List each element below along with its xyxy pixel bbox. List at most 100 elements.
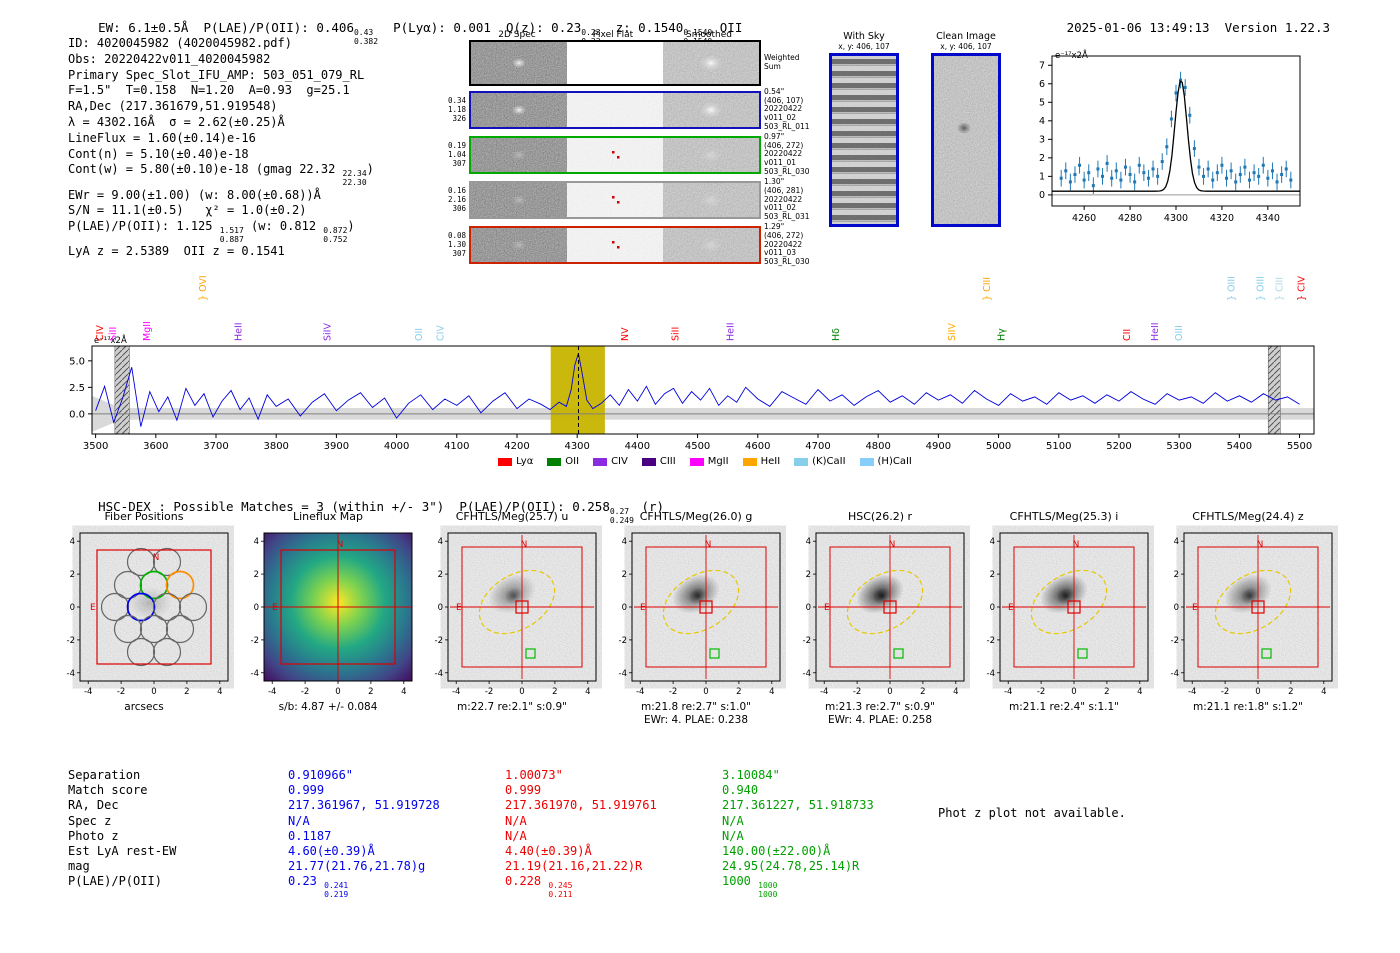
- svg-text:NV: NV: [620, 327, 631, 341]
- svg-text:0: 0: [1174, 603, 1179, 613]
- svg-text:} CIII: } CIII: [1275, 277, 1286, 301]
- svg-text:4: 4: [438, 537, 443, 547]
- with-sky-coords: x, y: 406, 107: [838, 42, 890, 51]
- match-specz-col1: N/A: [288, 813, 310, 828]
- spec2d-header-smoothed: Smoothed: [686, 30, 732, 40]
- plae-uncertainty-stack: 0.43 0.382: [353, 28, 379, 46]
- svg-text:4: 4: [622, 537, 627, 547]
- svg-text:2: 2: [990, 570, 995, 580]
- legend-item: Lyα: [498, 456, 533, 467]
- cutout-axes: -4 -4 -2 -2 0 0 2 2 4 4: [619, 532, 781, 697]
- info-sn-chi2: S/N = 11.1(±0.5) χ² = 1.0(±0.2): [68, 203, 307, 218]
- svg-text:-2: -2: [435, 636, 443, 646]
- cutout-axes: -4 -4 -2 -2 0 0 2 2 4 4: [1171, 532, 1333, 697]
- svg-text:-4: -4: [803, 669, 811, 679]
- header-summary: EW: 6.1±0.5Å P(LAE)/P(OII): 0.406 0.43 0.3…: [68, 5, 742, 61]
- cutout-panel-image-5: CFHTLS/Meg(25.3) i N E -4 -4 -2 -2 0 0 2 2 4 4 m:21.1…: [974, 510, 1154, 727]
- legend-swatch: [689, 457, 704, 466]
- full-spectrum-plot: 3500 3600 3700 3800 3900 4000 4100 4200 4300 4400…: [69, 275, 1315, 452]
- spec2d-header-2dspec: 2D Spec: [498, 30, 536, 40]
- with-sky-image: [832, 56, 896, 224]
- svg-text:-2: -2: [853, 687, 861, 697]
- svg-text:0: 0: [622, 603, 627, 613]
- legend-label: CIII: [659, 456, 676, 467]
- photz-note: Phot z plot not available.: [938, 806, 1126, 820]
- cutout-caption2: EWr: 4. PLAE: 0.238: [643, 714, 749, 726]
- svg-text:E: E: [90, 603, 96, 613]
- cutout-panel-image-6: CFHTLS/Meg(24.4) z N E -4 -4 -2 -2 0 0 2 2 4 4 m:21.1…: [1158, 510, 1338, 727]
- svg-text:-4: -4: [67, 669, 75, 679]
- match-table-row-radec: RA, Dec 217.361967, 51.919728 217.361970, …: [68, 798, 939, 813]
- spec2d-spec-image: [471, 42, 567, 84]
- svg-text:1: 1: [1039, 171, 1045, 182]
- svg-text:6: 6: [1039, 79, 1045, 90]
- svg-text:0: 0: [806, 603, 811, 613]
- spec2d-image-strip: [469, 135, 761, 174]
- info-plae: P(LAE)/P(OII): 1.125 1.517 0.887 (w: 0.81…: [68, 219, 355, 244]
- match-photoz-col2: N/A: [505, 828, 527, 843]
- svg-text:5000: 5000: [986, 441, 1011, 452]
- hsc-matches-heading: HSC-DEX : Possible Matches = 3 (within +…: [68, 484, 664, 540]
- clean-image-title: Clean Image: [936, 31, 996, 42]
- spec2d-smooth-image: [663, 92, 759, 127]
- svg-text:2: 2: [1174, 570, 1179, 580]
- legend-item: OII: [547, 456, 579, 467]
- cutout-content: NE: [1184, 533, 1332, 681]
- svg-text:HeII: HeII: [233, 322, 244, 341]
- spec2d-row-right-labels: 0.97" (406, 272) 20220422 v011_01 503_RL_030: [764, 132, 810, 176]
- svg-text:Hγ: Hγ: [997, 328, 1008, 341]
- legend-swatch: [641, 457, 656, 466]
- legend-label: Lyα: [516, 456, 534, 467]
- catalog-match-table: Separation 0.910966" 1.00073" 3.10084" Match…: [68, 768, 939, 900]
- svg-text:4600: 4600: [745, 441, 770, 452]
- svg-text:4: 4: [769, 687, 774, 697]
- cutout-caption: m:21.3 re:2.7" s:0.9": [825, 701, 935, 713]
- legend-item: (H)CaII: [859, 456, 912, 467]
- svg-text:-4: -4: [251, 669, 259, 679]
- cutout-caption: m:21.8 re:2.7" s:1.0": [641, 701, 751, 713]
- svg-text:0: 0: [438, 603, 443, 613]
- svg-text:} OIII: } OIII: [1255, 276, 1266, 301]
- svg-text:-2: -2: [619, 636, 627, 646]
- svg-text:0: 0: [519, 687, 524, 697]
- spec2d-header-pixelflat: Pixel Flat: [592, 30, 634, 40]
- svg-text:} CIII: } CIII: [982, 277, 993, 301]
- svg-text:-4: -4: [636, 687, 644, 697]
- legend-swatch: [794, 457, 809, 466]
- spec2d-row: 0.34 1.18 326 0.54" (406, 107) 20220422 v011_0…: [437, 87, 810, 131]
- match-score-col2: 0.999: [505, 783, 542, 798]
- svg-text:4: 4: [806, 537, 811, 547]
- match-photoz-col3: N/A: [722, 828, 744, 843]
- clean-image: [934, 56, 998, 224]
- cutout-title: CFHTLS/Meg(26.0) g: [639, 510, 753, 523]
- legend-item: (K)CaII: [794, 456, 846, 467]
- svg-text:-4: -4: [435, 669, 443, 679]
- spectrum-background: [92, 345, 1314, 435]
- cutout-content: NE: [1000, 533, 1148, 681]
- legend-item: CIII: [641, 456, 676, 467]
- svg-text:7: 7: [1039, 60, 1045, 71]
- match-row-label: Est LyA rest-EW: [68, 844, 177, 859]
- svg-text:2: 2: [184, 687, 189, 697]
- legend-item: HeII: [742, 456, 780, 467]
- match-mag-col1: 21.77(21.76,21.78)g: [288, 859, 426, 874]
- svg-text:-4: -4: [1188, 687, 1196, 697]
- svg-text:5100: 5100: [1046, 441, 1071, 452]
- spec2d-row-left-labels: 0.08 1.30 307: [447, 231, 466, 259]
- svg-text:0: 0: [1071, 687, 1076, 697]
- svg-text:3700: 3700: [203, 441, 228, 452]
- svg-text:4320: 4320: [1210, 213, 1234, 224]
- svg-text:-4: -4: [268, 687, 276, 697]
- info-obs: Obs: 20220422v011_4020045982: [68, 51, 271, 66]
- spec2d-row-left-labels: 0.34 1.18 326: [447, 96, 466, 124]
- legend-item: MgII: [689, 456, 729, 467]
- svg-text:-2: -2: [251, 636, 259, 646]
- svg-text:-2: -2: [987, 636, 995, 646]
- match-photoz-col1: 0.1187: [288, 828, 332, 843]
- svg-text:4: 4: [953, 687, 958, 697]
- svg-text:0: 0: [1255, 687, 1260, 697]
- svg-text:E: E: [272, 603, 278, 613]
